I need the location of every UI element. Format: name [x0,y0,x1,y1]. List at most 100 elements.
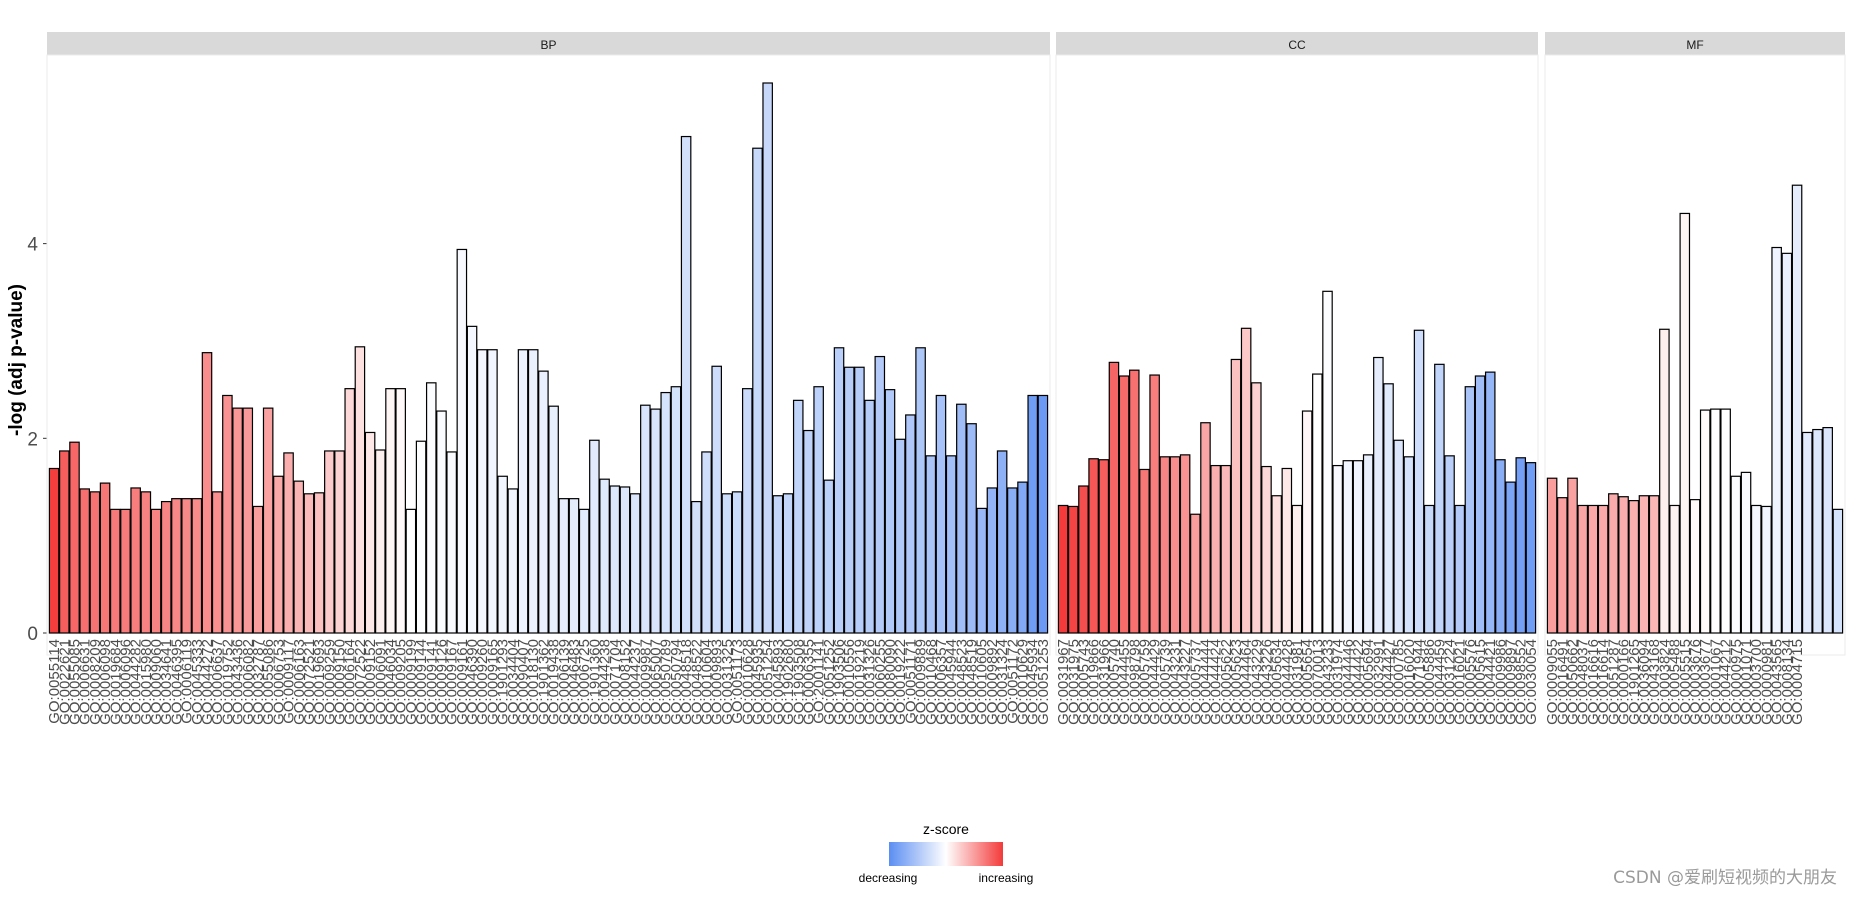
x-tick-label: GO:0005740 [1106,639,1123,725]
facet-panel-CC [1055,54,1539,656]
x-tick-label: GO:0030054 [1523,639,1540,725]
x-tick-label: GO:0009892 [984,639,1001,725]
bar-BP-33 [385,388,396,634]
x-tick-label: GO:0005634 [1269,639,1286,725]
bar-BP-93 [996,450,1008,634]
x-tick-label: GO:0004715 [1789,639,1806,725]
bar-BP-44 [497,475,508,634]
bar-BP-37 [425,382,437,634]
bar-MF-20 [1750,504,1762,634]
x-tick-label: GO:0019219 [851,639,868,725]
x-tick-label: GO:0055114 [46,639,63,724]
x-tick-label: GO:0045935 [749,639,766,725]
x-tick-label: GO:1901362 [535,639,552,725]
bar-BP-14 [191,498,203,634]
x-tick-label: GO:0044237 [627,639,644,725]
bar-BP-35 [405,508,417,634]
facet-strip-BP [47,32,1050,55]
bar-CC-0 [1057,504,1069,634]
bar-CC-35 [1413,329,1425,634]
bar-CC-45 [1515,457,1527,634]
bar-MF-6 [1608,493,1619,634]
x-tick-label: GO:0022621 [56,639,73,725]
bar-BP-91 [976,507,988,634]
x-tick-label: GO:0044444 [1197,639,1214,725]
x-tick-label: GO:0044429 [1147,639,1164,725]
bar-BP-53 [589,439,600,634]
bar-BP-13 [181,498,192,634]
x-tick-label: GO:0044446 [1340,639,1357,725]
bar-MF-22 [1771,246,1782,634]
x-tick-label: GO:0048522 [688,639,705,725]
bar-BP-74 [803,429,814,634]
bar-MF-10 [1648,495,1660,634]
bar-BP-75 [813,386,824,634]
bar-MF-15 [1699,409,1711,634]
facet-strip-CC [1056,32,1538,55]
bar-BP-63 [691,500,702,634]
x-tick-label: GO:0071944 [1411,639,1428,725]
x-tick-label: GO:0009117 [281,639,298,724]
bar-CC-43 [1495,459,1506,634]
x-tick-label: GO:0044464 [1238,639,1255,725]
bar-CC-39 [1454,504,1466,634]
bar-BP-2 [69,441,80,634]
bar-BP-1 [58,450,70,634]
bar-CC-33 [1393,439,1404,634]
bar-BP-24 [293,480,305,634]
x-tick-label: GO:0044424 [1208,639,1225,725]
facet-strip-label: CC [1288,38,1306,52]
bar-BP-67 [731,491,743,634]
bar-MF-14 [1689,499,1701,634]
bar-BP-36 [415,440,427,634]
bar-CC-38 [1444,455,1455,634]
x-tick-label: GO:0008209 [87,639,104,725]
x-tick-label: GO:0043168 [1646,639,1663,725]
x-tick-label: GO:0010604 [699,639,716,725]
bar-BP-41 [466,325,478,634]
x-tick-label: GO:0051254 [760,639,777,725]
x-tick-label: GO:0019752 [219,639,236,725]
bar-BP-26 [313,492,325,634]
x-tick-label: GO:0070013 [1309,639,1326,725]
x-tick-label: GO:1901265 [1626,639,1643,725]
x-tick-label: GO:0006355 [800,639,817,725]
x-tick-label: GO:0031974 [1330,639,1347,725]
bar-BP-77 [833,347,845,634]
bar-BP-48 [538,370,549,634]
bar-CC-18 [1240,327,1252,634]
bar-BP-52 [578,508,590,634]
bar-MF-24 [1791,184,1803,634]
bar-BP-83 [894,438,906,634]
bar-BP-61 [670,386,682,634]
facet-strip-MF [1545,32,1845,55]
x-tick-label: GO:0044455 [1116,639,1133,725]
bar-BP-21 [262,407,274,634]
bar-CC-4 [1098,459,1110,634]
x-tick-label: GO:0010556 [841,639,858,725]
bar-BP-11 [160,500,172,634]
x-tick-label: GO:0043227 [1177,639,1194,725]
x-tick-label: GO:0098798 [1126,639,1143,725]
bar-BP-58 [640,404,651,634]
legend-low-label: decreasing [859,871,918,885]
x-tick-label: GO:0006091 [372,639,389,725]
bar-BP-56 [619,486,631,634]
bar-CC-15 [1210,464,1221,634]
bar-BP-80 [864,399,875,634]
facet-panel-MF [1544,54,1846,656]
bar-CC-40 [1464,386,1476,634]
bar-BP-64 [701,451,712,634]
bar-MF-0 [1546,477,1558,634]
x-tick-label: GO:0009152 [362,639,379,725]
bar-MF-23 [1781,252,1793,634]
x-tick-label: GO:0051287 [1605,639,1622,725]
bar-BP-23 [283,452,294,634]
bar-BP-31 [364,431,376,634]
y-tick-label: 4 [27,235,38,256]
x-tick-label: GO:0006164 [342,639,359,725]
bar-MF-21 [1761,505,1772,634]
bar-BP-65 [711,365,722,634]
x-tick-label: GO:0006096 [117,639,134,725]
x-tick-label: GO:0018130 [525,639,542,725]
